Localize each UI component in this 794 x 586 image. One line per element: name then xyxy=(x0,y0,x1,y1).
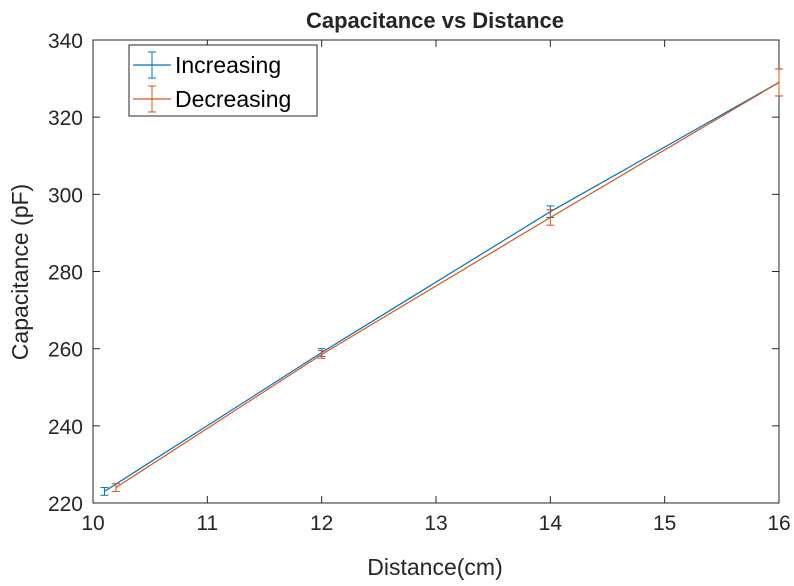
ticks-layer: 10 11 12 13 14 15 16 220 240 260 280 300 320 340 xyxy=(48,30,791,535)
legend-entry: Decreasing xyxy=(133,85,291,113)
x-tick-label: 13 xyxy=(424,512,447,535)
y-tick-label: 340 xyxy=(48,30,83,53)
y-tick-label: 320 xyxy=(48,107,83,130)
chart-title: Capacitance vs Distance xyxy=(306,8,564,33)
y-tick-label: 240 xyxy=(48,416,83,439)
series-decreasing xyxy=(111,68,783,492)
legend-box xyxy=(128,44,318,117)
data-point xyxy=(546,209,555,226)
data-point xyxy=(775,68,783,97)
legend-label: Decreasing xyxy=(175,86,291,112)
legend-entry: Increasing xyxy=(133,51,281,79)
x-tick-label: 12 xyxy=(310,512,333,535)
x-axis-label: Distance(cm) xyxy=(367,554,502,580)
legend: Increasing Decreasing xyxy=(128,44,318,117)
data-point xyxy=(317,350,326,359)
data-point xyxy=(100,487,109,496)
x-tick-label: 16 xyxy=(767,512,790,535)
y-axis-label: Capacitance (pF) xyxy=(7,184,33,360)
x-tick-label: 11 xyxy=(196,512,218,535)
x-tick-label: 14 xyxy=(539,512,563,535)
y-tick-label: 280 xyxy=(48,262,83,285)
x-tick-label: 10 xyxy=(81,512,104,535)
x-tick-label: 15 xyxy=(653,512,676,535)
y-tick-label: 300 xyxy=(48,184,83,207)
series-line xyxy=(104,81,780,492)
series-layer xyxy=(100,68,783,496)
data-point xyxy=(111,483,120,492)
y-tick-label: 260 xyxy=(48,339,83,362)
legend-label: Increasing xyxy=(175,52,281,78)
y-tick-label: 220 xyxy=(48,493,83,516)
series-line xyxy=(115,81,780,489)
